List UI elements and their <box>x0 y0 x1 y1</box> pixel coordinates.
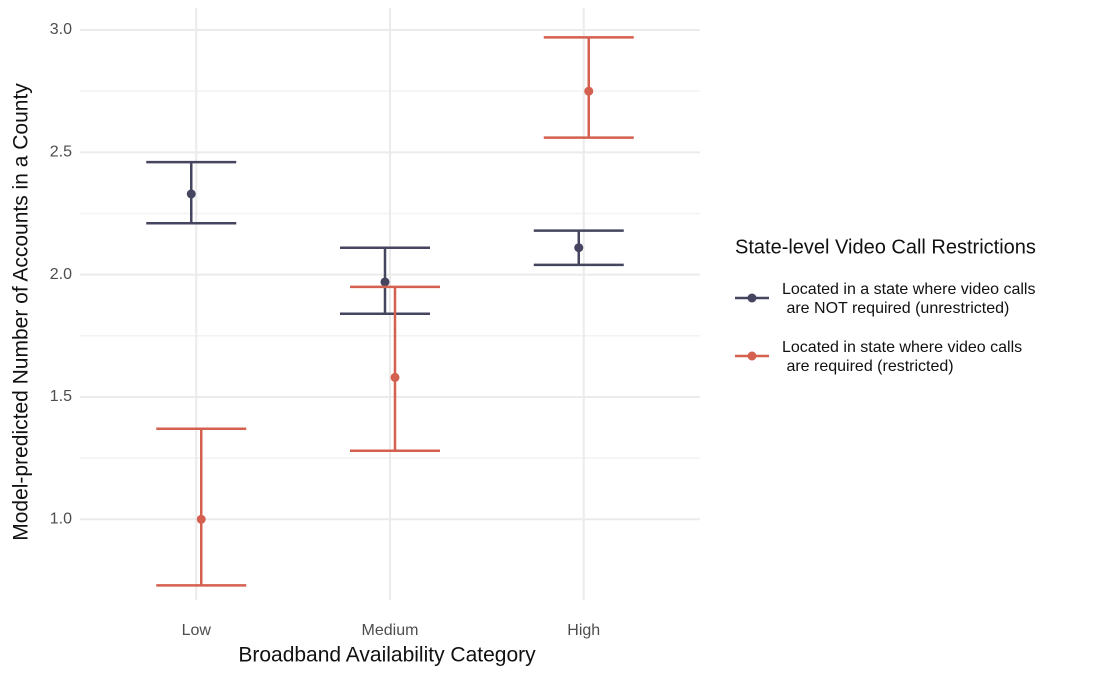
y-tick-label: 2.0 <box>50 266 72 283</box>
legend-key-point <box>747 293 757 303</box>
y-axis-title: Model-predicted Number of Accounts in a … <box>10 83 33 541</box>
x-axis-title: Broadband Availability Category <box>238 644 536 667</box>
legend-label: Located in a state where video calls are… <box>782 281 1035 317</box>
error-bar <box>156 427 247 587</box>
y-tick-label: 1.0 <box>50 510 72 527</box>
legend-label: Located in state where video calls are r… <box>782 339 1022 375</box>
x-tick-label: High <box>567 622 600 639</box>
y-tick-label: 1.5 <box>50 388 72 405</box>
legend-key-point <box>747 351 757 361</box>
point <box>196 514 206 524</box>
point <box>584 86 594 96</box>
x-tick-label: Low <box>182 622 212 639</box>
error-bar <box>350 285 440 453</box>
point <box>186 189 196 199</box>
y-tick-label: 2.5 <box>50 144 72 161</box>
y-tick-label: 3.0 <box>50 21 72 38</box>
x-tick-label: Medium <box>362 622 419 639</box>
legend-title: State-level Video Call Restrictions <box>735 236 1036 258</box>
point <box>390 372 400 382</box>
point <box>380 277 390 287</box>
point <box>574 243 584 253</box>
